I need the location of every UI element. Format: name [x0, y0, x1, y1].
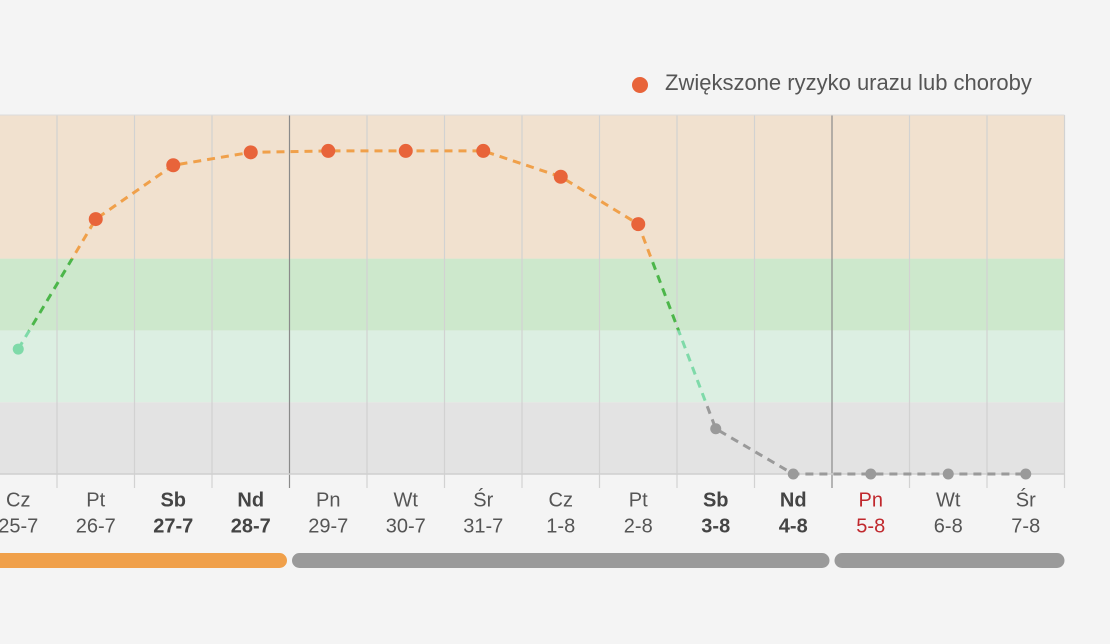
- point: [942, 468, 954, 480]
- x-tick-weekday: Śr: [1016, 487, 1036, 511]
- x-tick-label: 2-8: [624, 515, 653, 537]
- x-tick-label: 5-8: [856, 515, 885, 537]
- week-bar: [834, 553, 1065, 568]
- x-tick-weekday: Sb: [160, 489, 186, 511]
- x-tick-weekday: Śr: [473, 487, 493, 511]
- x-tick-weekday: Cz: [549, 489, 573, 511]
- zone-band: [0, 330, 1065, 403]
- x-tick-label: 30-7: [386, 515, 426, 537]
- x-tick-label: 26-7: [76, 515, 116, 537]
- x-tick-weekday: Pt: [629, 489, 648, 511]
- point: [787, 468, 799, 480]
- x-tick-weekday: Wt: [394, 489, 419, 511]
- x-tick-weekday: Nd: [780, 489, 807, 511]
- x-tick-weekday: Pn: [316, 489, 340, 511]
- x-tick-label: 6-8: [934, 515, 963, 537]
- zone-band: [0, 258, 1065, 331]
- point: [631, 217, 646, 232]
- x-tick-weekday: Nd: [237, 489, 264, 511]
- legend-label: Zwiększone ryzyko urazu lub choroby: [665, 70, 1032, 95]
- point: [865, 468, 877, 480]
- point: [710, 423, 722, 435]
- week-bar: [0, 553, 287, 568]
- x-tick-weekday: Sb: [703, 489, 729, 511]
- legend: Zwiększone ryzyko urazu lub choroby: [632, 70, 1032, 95]
- point: [166, 158, 181, 173]
- x-tick-label: 1-8: [546, 515, 575, 537]
- x-tick-label: 4-8: [779, 515, 808, 537]
- point: [476, 143, 491, 158]
- x-tick-weekday: Wt: [936, 489, 961, 511]
- week-bar: [292, 553, 830, 568]
- x-tick-label: 3-8: [701, 515, 730, 537]
- point: [321, 143, 336, 158]
- zone-band: [0, 115, 1065, 259]
- line-segment: [70, 149, 653, 259]
- zone-band: [0, 402, 1065, 474]
- x-tick-label: 31-7: [463, 515, 503, 537]
- x-tick-weekday: Cz: [6, 489, 30, 511]
- x-tick-label: 27-7: [153, 515, 193, 537]
- x-tick-weekday: Pn: [859, 489, 883, 511]
- x-tick-label: 29-7: [308, 515, 348, 537]
- x-tick-label: 25-7: [0, 515, 38, 537]
- point: [398, 143, 413, 158]
- point: [243, 145, 258, 160]
- legend-marker: [632, 77, 648, 93]
- point: [1020, 468, 1032, 480]
- x-tick-label: 28-7: [231, 515, 271, 537]
- point: [88, 212, 103, 227]
- x-tick-weekday: Pt: [86, 489, 105, 511]
- point: [553, 169, 568, 184]
- point: [12, 343, 24, 355]
- x-tick-label: 7-8: [1011, 515, 1040, 537]
